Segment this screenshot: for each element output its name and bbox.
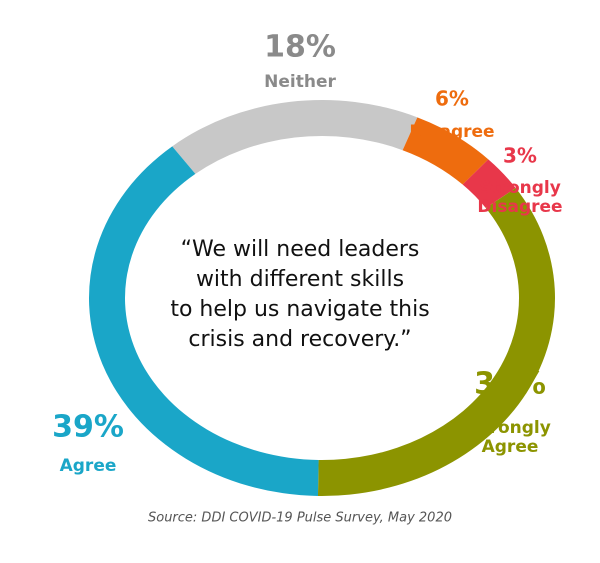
category-label: Strongly Disagree	[477, 178, 562, 217]
source: Source: DDI COVID-19 Pulse Survey, May 2…	[148, 511, 452, 526]
center-quote: to help us navigate this	[170, 297, 429, 322]
donut-segment	[89, 146, 319, 496]
donut-segment	[462, 159, 516, 208]
center-quote: “We will need leaders	[181, 237, 420, 262]
value-label: 39%	[52, 410, 124, 445]
category-label: Neither	[264, 72, 336, 92]
center-quote: with different skills	[196, 267, 404, 292]
category-label: Agree	[60, 456, 117, 476]
donut-segment	[317, 187, 555, 496]
donut-segment	[172, 100, 418, 174]
category-label: Strongly Agree	[469, 418, 551, 457]
value-label: 18%	[264, 30, 336, 65]
category-label: Disagree	[409, 122, 494, 142]
value-label: 35%	[474, 367, 546, 402]
center-quote: crisis and recovery.”	[188, 327, 411, 352]
donut-segment	[402, 117, 489, 185]
value-label: 6%	[435, 87, 469, 111]
value-label: 3%	[503, 144, 537, 168]
